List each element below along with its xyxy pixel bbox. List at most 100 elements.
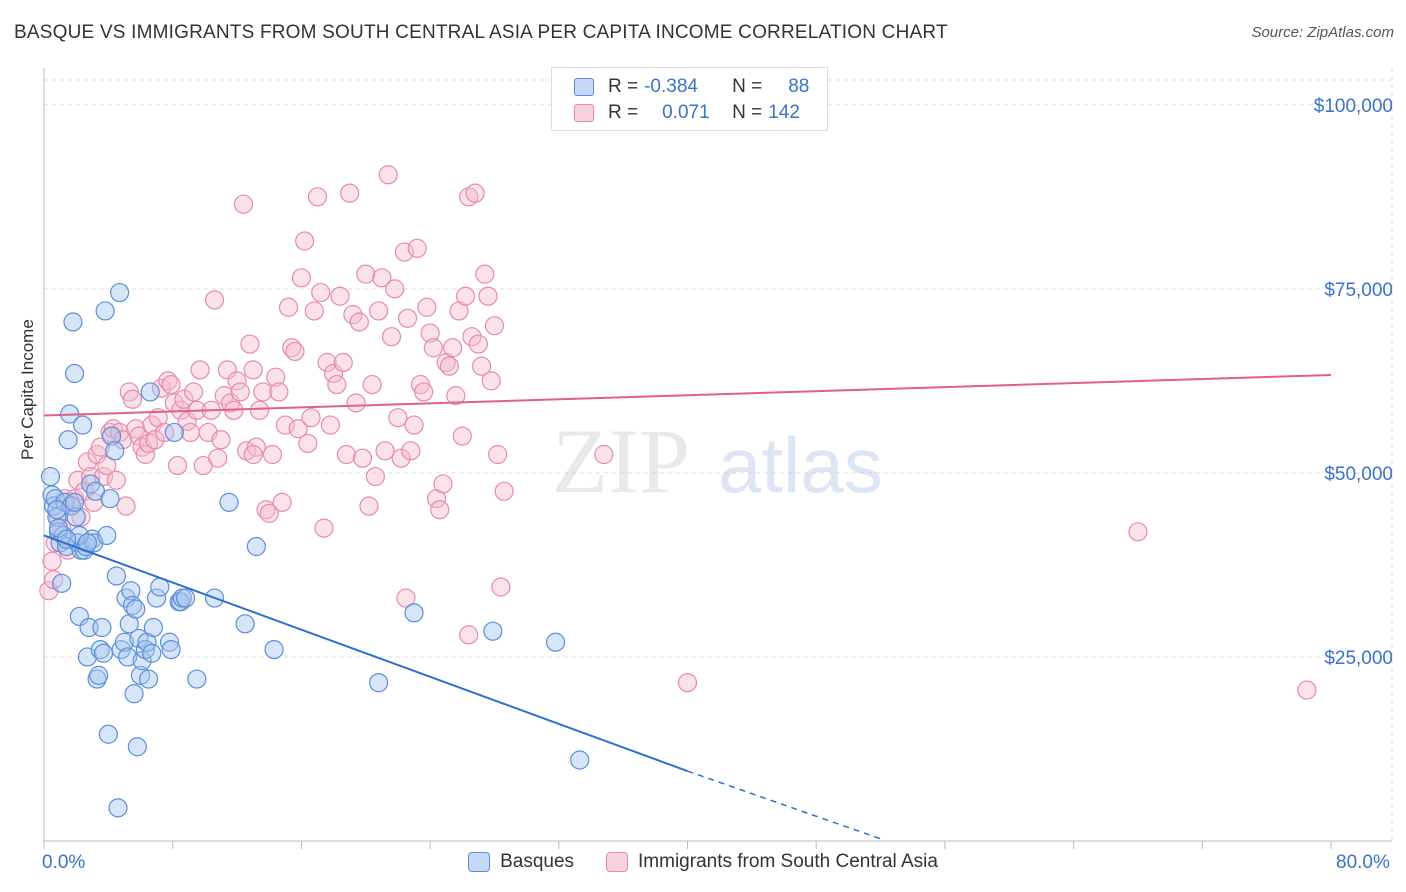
immigrants-point-100 (362, 374, 382, 395)
immigrants-point-61 (237, 441, 257, 461)
legend-item-basques[interactable]: Basques (468, 851, 574, 873)
basques-point-79 (483, 621, 503, 641)
immigrants-point-107 (385, 279, 405, 299)
basques-point-52 (127, 737, 147, 757)
immigrants-point-121 (430, 500, 450, 520)
immigrants-point-126 (446, 386, 466, 406)
immigrants-point-72 (272, 492, 292, 512)
basques-point-35 (97, 525, 117, 546)
immigrants-point-91 (333, 352, 353, 373)
basques-point-38 (101, 426, 122, 446)
immigrants-point-59 (230, 382, 250, 402)
immigrants-point-60 (233, 194, 254, 214)
immigrants-point-70 (266, 367, 286, 387)
immigrants-point-114 (407, 238, 427, 258)
immigrants-point-147 (459, 625, 479, 645)
immigrants-point-52 (208, 448, 228, 468)
basques-point-50 (124, 684, 144, 704)
immigrants-point-138 (484, 316, 505, 336)
series-basques-points (40, 282, 590, 818)
immigrants-point-62 (240, 334, 260, 354)
immigrants-point-87 (320, 415, 340, 435)
immigrants-point-119 (423, 338, 443, 358)
immigrants-point-81 (301, 408, 321, 428)
basques-point-32 (92, 617, 112, 638)
immigrants-point-128 (452, 426, 472, 446)
immigrants-point-54 (214, 386, 234, 406)
basques-point-18 (69, 606, 89, 627)
y-axis-label: Per Capita Income (18, 319, 37, 460)
basques-point-39 (105, 441, 125, 461)
immigrants-point-76 (285, 341, 305, 362)
immigrants-point-30 (135, 444, 155, 465)
immigrants-point-86 (317, 352, 337, 373)
basques-point-83 (64, 492, 85, 512)
trend-line-immigrants (43, 373, 1332, 417)
immigrants-point-68 (259, 503, 279, 523)
basques-point-59 (140, 382, 160, 402)
immigrants-point-20 (103, 419, 123, 439)
correlation-legend: R = -0.384 N = 88 R = 0.071 N = 142 (551, 67, 828, 131)
immigrants-point-77 (288, 419, 308, 439)
trend-lines (43, 373, 1332, 840)
basques-point-46 (118, 647, 138, 667)
basques-point-11 (58, 430, 78, 450)
immigrants-point-90 (330, 286, 350, 306)
immigrants-point-94 (343, 305, 363, 325)
watermark: ZIP atlas (552, 410, 883, 512)
immigrants-point-36 (155, 422, 175, 443)
immigrants-point-131 (462, 327, 482, 347)
legend-n-value: 142 (768, 102, 800, 123)
legend-row-basques: R = -0.384 N = 88 (574, 75, 809, 99)
immigrants-point-24 (116, 496, 136, 516)
immigrants-point-21 (106, 470, 126, 490)
basques-point-15 (64, 363, 85, 384)
immigrants-point-118 (420, 323, 440, 343)
immigrants-point-92 (336, 444, 357, 465)
immigrants-point-18 (97, 455, 117, 476)
immigrants-point-40 (167, 455, 188, 476)
immigrants-point-136 (478, 286, 498, 306)
basques-point-48 (121, 581, 141, 601)
immigrants-point-65 (249, 400, 270, 420)
basques-point-36 (98, 724, 118, 744)
immigrants-point-53 (211, 430, 231, 450)
immigrants-point-35 (151, 378, 172, 398)
immigrants-point-84 (311, 282, 331, 303)
legend-n-label: N = (732, 102, 763, 123)
legend-n-label: N = (732, 76, 763, 97)
immigrants-point-63 (243, 360, 263, 380)
basques-point-60 (142, 643, 162, 663)
basques-point-20 (73, 415, 93, 435)
immigrants-point-134 (471, 356, 492, 376)
basques-point-56 (135, 639, 155, 660)
immigrants-point-104 (375, 441, 395, 461)
immigrants-point-105 (378, 165, 398, 185)
series-legend: Basques Immigrants from South Central As… (0, 851, 1406, 873)
immigrants-point-109 (391, 448, 411, 468)
immigrants-point-117 (417, 297, 437, 317)
legend-n-value: 88 (788, 76, 810, 97)
y-tick-labels: $25,000 $50,000 $75,000 $100,000 (1314, 96, 1393, 669)
immigrants-point-144 (1297, 680, 1317, 700)
immigrants-point-75 (282, 338, 302, 358)
watermark-atlas: atlas (718, 421, 883, 509)
basques-point-65 (161, 639, 181, 660)
immigrants-point-95 (346, 393, 366, 413)
legend-r-label: R = (608, 76, 639, 97)
basques-point-37 (100, 489, 120, 509)
immigrants-point-66 (253, 382, 273, 402)
immigrants-point-79 (295, 231, 315, 251)
legend-item-immigrants[interactable]: Immigrants from South Central Asia (606, 851, 938, 873)
immigrants-point-132 (465, 183, 485, 203)
legend-swatch-pink (574, 104, 594, 122)
x-tick-label-min: 0.0% (42, 852, 86, 873)
basques-point-16 (66, 507, 86, 527)
immigrants-point-85 (314, 518, 334, 538)
basques-point-31 (90, 639, 110, 660)
basques-point-61 (143, 617, 163, 638)
immigrants-point-108 (388, 408, 408, 428)
immigrants-point-71 (269, 382, 289, 402)
basques-point-49 (122, 595, 143, 616)
